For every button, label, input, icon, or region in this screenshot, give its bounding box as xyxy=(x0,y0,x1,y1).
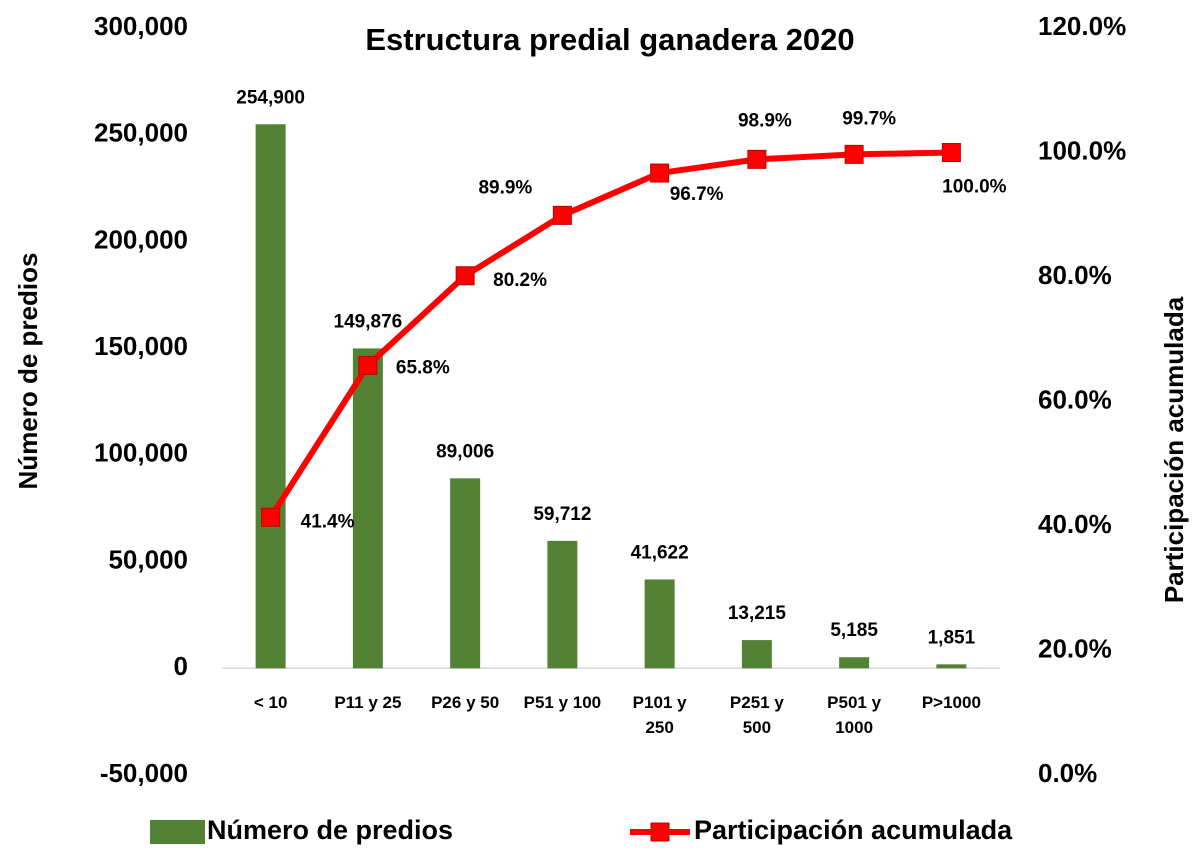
line-value-label: 41.4% xyxy=(301,511,355,532)
y-tick-label: 200,000 xyxy=(94,224,188,254)
line-marker xyxy=(552,205,572,225)
legend-swatch xyxy=(150,820,205,844)
y2-tick-label: 0.0% xyxy=(1038,758,1097,788)
y2-tick-label: 100.0% xyxy=(1038,135,1126,165)
line-value-label: 98.9% xyxy=(738,110,792,131)
line-marker xyxy=(844,144,864,164)
y2-tick-label: 20.0% xyxy=(1038,633,1112,663)
y2-axis-title: Participación acumulada xyxy=(1159,296,1189,603)
x-tick-label: P51 y 100 xyxy=(523,693,602,713)
bar-value-label: 1,851 xyxy=(928,627,976,648)
bar-value-label: 13,215 xyxy=(728,603,787,624)
line-value-label: 96.7% xyxy=(670,184,724,205)
legend-label: Participación acumulada xyxy=(694,815,1013,845)
line-marker xyxy=(747,149,767,169)
line-value-label: 100.0% xyxy=(942,177,1007,198)
y2-tick-label: 40.0% xyxy=(1038,509,1112,539)
bar-value-label: 59,712 xyxy=(533,504,591,525)
x-tick-label: P11 y 25 xyxy=(334,693,402,713)
bar xyxy=(255,124,286,669)
chart-title: Estructura predial ganadera 2020 xyxy=(365,22,854,57)
bar xyxy=(741,640,772,669)
x-tick-label: P101 y 250 xyxy=(632,693,687,738)
line-marker xyxy=(455,266,475,286)
line-value-label: 65.8% xyxy=(396,357,450,378)
y-tick-label: 250,000 xyxy=(94,118,188,148)
line-value-label: 80.2% xyxy=(493,270,547,291)
bar xyxy=(352,348,383,669)
y-tick-label: -50,000 xyxy=(100,758,188,788)
x-tick-label: P>1000 xyxy=(921,693,981,713)
bar-value-label: 254,900 xyxy=(236,87,305,108)
y2-tick-label: 60.0% xyxy=(1038,384,1112,414)
bar xyxy=(839,657,870,669)
y2-tick-label: 120.0% xyxy=(1038,11,1126,41)
y2-tick-label: 80.0% xyxy=(1038,260,1112,290)
y-tick-label: 0 xyxy=(174,651,188,681)
bar-value-label: 5,185 xyxy=(830,620,878,641)
line-marker xyxy=(261,507,281,527)
y-tick-label: 150,000 xyxy=(94,331,188,361)
line xyxy=(268,149,952,519)
y-tick-label: 300,000 xyxy=(94,11,188,41)
y-tick-label: 100,000 xyxy=(94,438,188,468)
y-axis-title: Número de predios xyxy=(13,253,43,490)
bar-value-label: 149,876 xyxy=(334,311,403,332)
line-value-label: 89.9% xyxy=(478,177,532,198)
x-tick-label: P251 y 500 xyxy=(729,693,784,738)
bar xyxy=(644,579,675,669)
line-value-label: 99.7% xyxy=(842,108,896,129)
legend-marker xyxy=(650,822,670,842)
line-marker xyxy=(358,355,378,375)
legend-label: Número de predios xyxy=(207,815,453,845)
line-marker xyxy=(941,143,961,162)
line-marker xyxy=(650,163,670,183)
x-tick-label: P501 y 1000 xyxy=(827,693,882,738)
y-tick-label: 50,000 xyxy=(108,544,188,574)
x-tick-label: P26 y 50 xyxy=(431,693,500,713)
bar xyxy=(450,478,481,669)
bar-value-label: 89,006 xyxy=(436,441,494,462)
x-tick-label: < 10 xyxy=(253,693,288,713)
bar-value-label: 41,622 xyxy=(631,542,689,563)
bar xyxy=(936,664,967,669)
bar xyxy=(547,540,578,669)
